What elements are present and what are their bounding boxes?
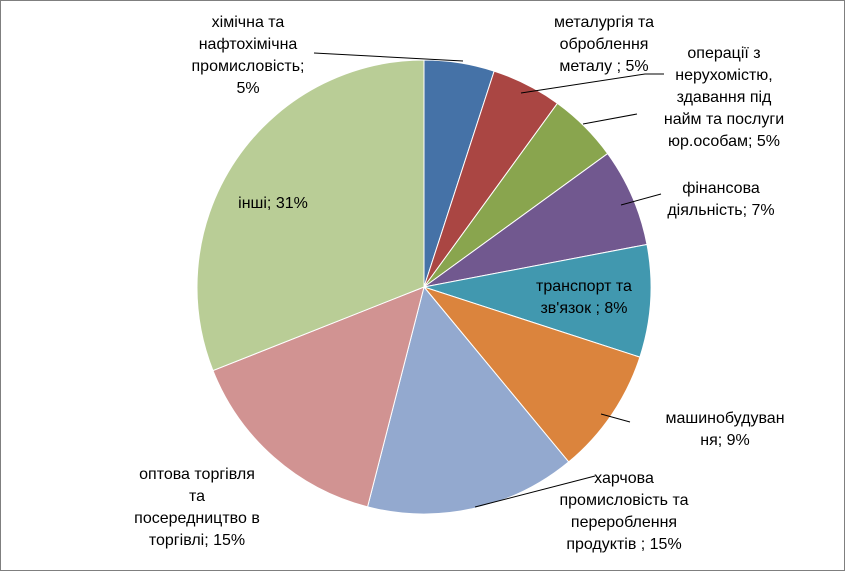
slice-label-3: операції з нерухомістю, здавання під найм т…: [664, 45, 784, 150]
slice-label-line: металургія та: [554, 14, 654, 31]
pie-slice-5: [423, 243, 652, 358]
slice-label-line: харчова: [594, 470, 654, 487]
slice-label-line: торгівлі; 15%: [149, 532, 245, 549]
slice-label-line: металу ; 5%: [559, 58, 648, 75]
slice-label-line: здавання під: [677, 89, 772, 106]
slice-label-line: інші; 31%: [238, 195, 308, 212]
slice-label-line: промисловість та: [559, 492, 688, 509]
slice-label-line: посередництво в: [134, 510, 260, 527]
leader-line-4: [620, 193, 662, 206]
slice-label-2: металургія та оброблення металу ; 5%: [554, 14, 654, 75]
slice-label-8: оптова торгівля та посередництво в торгівлі…: [134, 466, 260, 549]
slice-label-line: хімічна та: [212, 14, 285, 31]
leader-line-6: [600, 413, 631, 423]
leader-line-2: [520, 73, 664, 94]
slice-label-line: операції з: [687, 45, 760, 62]
slice-label-line: нафтохімічна: [199, 36, 298, 53]
slice-label-line: 5%: [236, 80, 259, 97]
slice-label-line: та: [189, 488, 205, 505]
slice-label-line: діяльність; 7%: [667, 202, 774, 219]
slice-label-6: машинобудуван ня; 9%: [665, 410, 784, 449]
slice-label-line: перероблення: [571, 514, 677, 531]
leader-line-7: [474, 475, 596, 508]
slice-label-line: фінансова: [682, 180, 760, 197]
slice-label-1: хімічна та нафтохімічна промисловість; 5%: [192, 14, 305, 97]
leader-line-3: [582, 113, 638, 125]
slice-label-line: продуктів ; 15%: [566, 536, 681, 553]
pie-slice-6: [422, 285, 641, 463]
slice-label-7: харчова промисловість та перероблення проду…: [559, 470, 688, 553]
slice-label-line: найм та послуги: [664, 111, 784, 128]
slice-label-line: оброблення: [560, 36, 649, 53]
pie-slice-7: [366, 285, 570, 515]
leader-line-1: [313, 52, 464, 62]
pie-slice-9: [196, 59, 425, 372]
slice-label-line: зв'язок ; 8%: [540, 300, 627, 317]
slice-label-line: транспорт та: [536, 278, 632, 295]
slice-label-line: оптова торгівля: [139, 466, 255, 483]
slice-label-4: фінансова діяльність; 7%: [667, 180, 774, 219]
slice-label-line: нерухомістю,: [675, 67, 773, 84]
slice-label-line: ня; 9%: [700, 432, 750, 449]
slice-label-line: промисловість;: [192, 58, 305, 75]
slice-label-5: транспорт та зв'язок ; 8%: [536, 278, 632, 317]
pie-slice-8: [212, 286, 425, 508]
slice-label-line: машинобудуван: [665, 410, 784, 427]
slice-label-line: юр.особам; 5%: [668, 133, 780, 150]
slice-label-9: інші; 31%: [238, 195, 308, 212]
